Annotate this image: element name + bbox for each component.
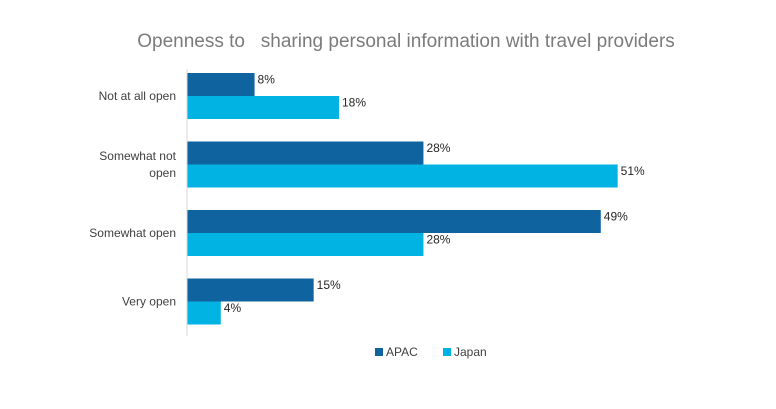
chart-title: Openness to sharing personal information…: [137, 31, 675, 52]
category-label: Somewhat not: [99, 149, 176, 163]
value-labels: 8% 18% 28% 51% 49% 28% 15% 4%: [224, 73, 645, 316]
bar-japan: [187, 233, 424, 256]
data-label: 4%: [224, 301, 242, 315]
legend: APAC Japan: [375, 345, 487, 359]
legend-swatch-japan: [443, 348, 451, 356]
data-label: 49%: [604, 210, 628, 224]
bars: [187, 73, 618, 325]
bar-japan: [187, 96, 339, 119]
bar-japan: [187, 164, 618, 188]
bar-japan: [187, 301, 221, 325]
category-label: Somewhat open: [89, 226, 176, 240]
category-label: open: [149, 166, 176, 180]
data-label: 28%: [426, 233, 450, 247]
data-label: 15%: [317, 278, 341, 292]
data-label: 28%: [426, 141, 450, 155]
category-label: Not at all open: [99, 89, 176, 103]
category-label: Very open: [122, 295, 176, 309]
bar-apac: [187, 210, 601, 233]
legend-label-japan: Japan: [454, 345, 487, 359]
category-labels: Not at all open Somewhat not open Somewhat …: [89, 89, 176, 309]
bar-apac: [187, 73, 255, 96]
data-label: 51%: [621, 164, 645, 178]
data-label: 18%: [342, 96, 366, 110]
bar-apac: [187, 141, 424, 165]
legend-label-apac: APAC: [386, 345, 418, 359]
legend-swatch-apac: [375, 348, 383, 356]
bar-apac: [187, 278, 314, 302]
data-label: 8%: [258, 73, 276, 87]
